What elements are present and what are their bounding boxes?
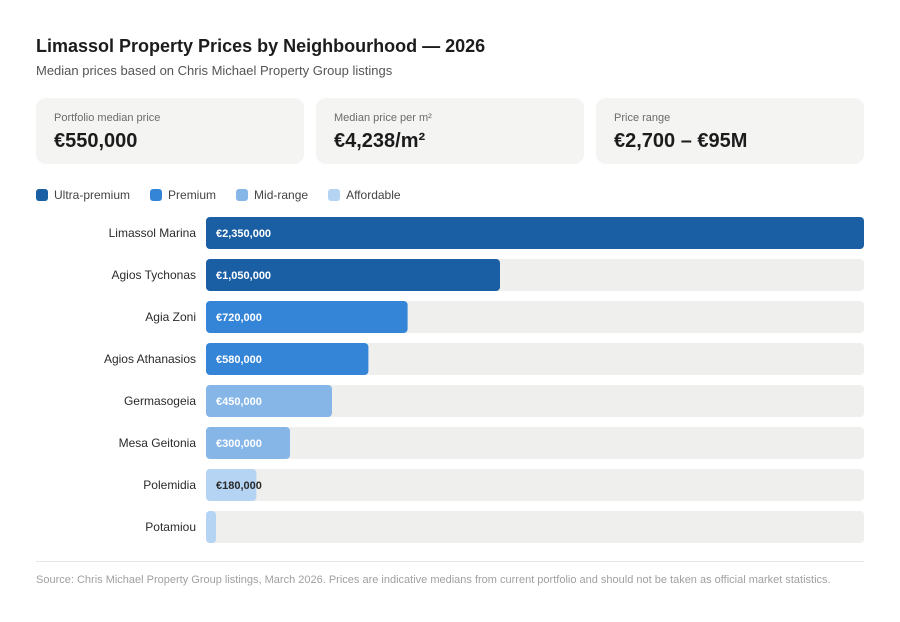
data-label: €2,350,000: [216, 228, 271, 240]
legend-item-ultra-premium: Ultra-premium: [36, 188, 130, 202]
stat-card-range: Price range €2,700 – €95M: [596, 98, 864, 164]
bar-potamiou: [206, 511, 216, 543]
legend-item-affordable: Affordable: [328, 188, 401, 202]
category-label: Mesa Geitonia: [119, 436, 197, 450]
bar-agia-zoni: [206, 301, 408, 333]
category-label: Agia Zoni: [145, 310, 196, 324]
stat-card-label: Median price per m²: [334, 112, 432, 124]
category-label: Agios Athanasios: [104, 352, 196, 366]
legend-label: Ultra-premium: [54, 188, 131, 202]
stat-card-median: Portfolio median price €550,000: [36, 98, 304, 164]
bar-track-agios-athanasios: [206, 343, 864, 375]
legend-label: Mid-range: [254, 188, 309, 202]
bar-limassol-marina: [206, 217, 864, 249]
data-label: €1,050,000: [216, 270, 271, 282]
bar-agios-tychonas: [206, 259, 500, 291]
page-subtitle: Median prices based on Chris Michael Pro…: [36, 63, 393, 78]
bar-track-germasogeia: [206, 385, 864, 417]
category-label: Agios Tychonas: [112, 268, 197, 282]
legend-item-mid-range: Mid-range: [236, 188, 308, 202]
bar-mesa-geitonia: [206, 427, 290, 459]
stat-card-label: Portfolio median price: [54, 112, 161, 124]
bar-polemidia: [206, 469, 257, 501]
bar-track-mesa-geitonia: [206, 427, 864, 459]
bar-track-potamiou: [206, 511, 864, 543]
legend-swatch: [236, 189, 249, 201]
stat-card-value: €4,238/m²: [334, 130, 426, 152]
stat-card-label: Price range: [614, 112, 671, 124]
data-label: €450,000: [216, 396, 262, 408]
page-title: Limassol Property Prices by Neighbourhoo…: [36, 36, 486, 56]
data-label: €180,000: [216, 480, 262, 492]
legend-swatch: [150, 189, 163, 201]
chart-legend: Ultra-premium Premium Mid-range Affordab…: [36, 188, 401, 202]
stat-cards: Portfolio median price €550,000 Median p…: [36, 98, 864, 164]
category-label: Polemidia: [143, 478, 196, 492]
source-note: Source: Chris Michael Property Group lis…: [36, 574, 831, 586]
data-label: €720,000: [216, 312, 262, 324]
stat-card-value: €550,000: [54, 130, 138, 152]
legend-swatch: [328, 189, 341, 201]
legend-item-premium: Premium: [150, 188, 216, 202]
category-label: Potamiou: [145, 520, 196, 534]
bar-track-polemidia: [206, 469, 864, 501]
category-label: Limassol Marina: [109, 226, 197, 240]
legend-swatch: [36, 189, 48, 201]
legend-label: Premium: [168, 188, 217, 202]
footer-divider: [36, 561, 864, 562]
stat-card-value: €2,700 – €95M: [614, 130, 748, 152]
stat-card-per-m2: Median price per m² €4,238/m²: [316, 98, 584, 164]
legend-label: Affordable: [346, 188, 401, 202]
data-label: €300,000: [216, 438, 262, 450]
bar-agios-athanasios: [206, 343, 369, 375]
category-label: Germasogeia: [124, 394, 196, 408]
bar-germasogeia: [206, 385, 332, 417]
data-label: €580,000: [216, 354, 262, 366]
